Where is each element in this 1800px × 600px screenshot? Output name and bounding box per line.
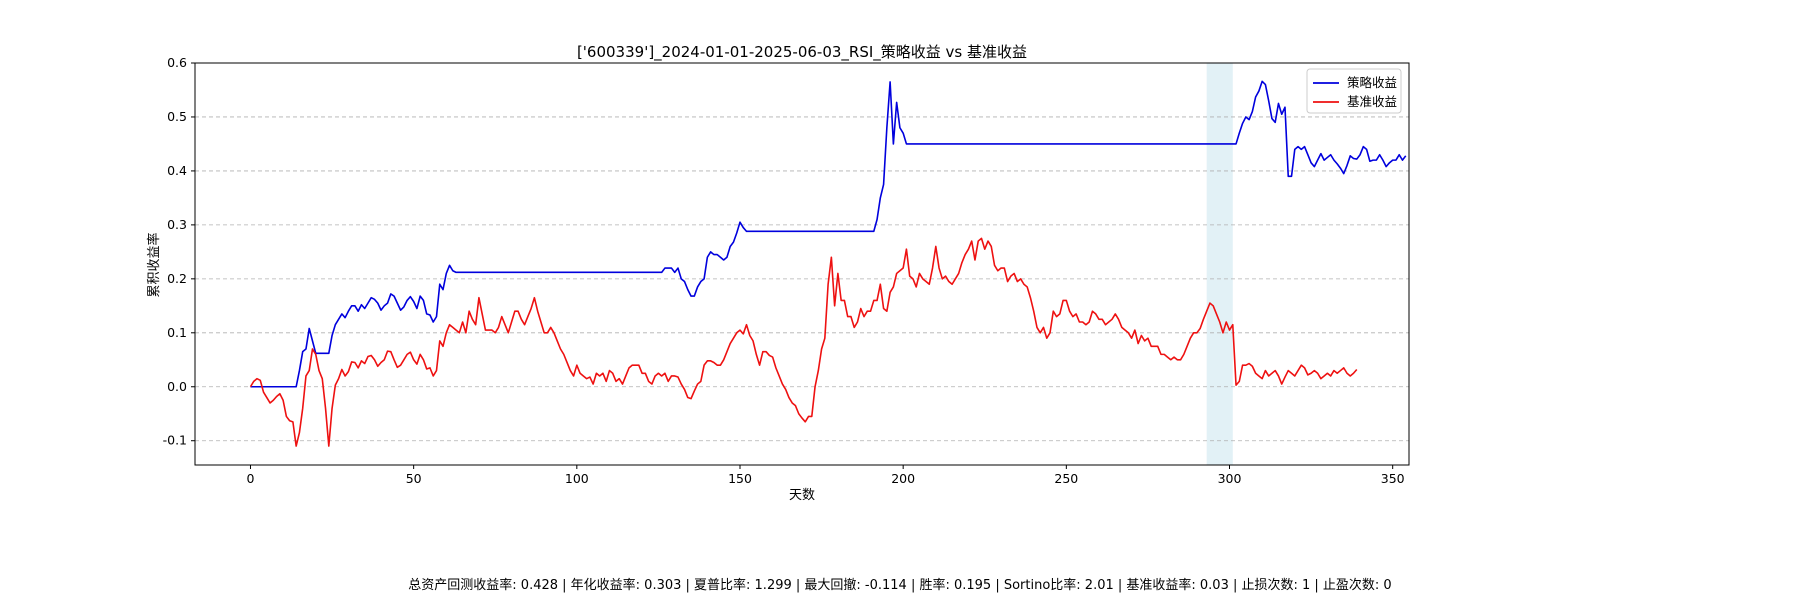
y-tick-label: 0.2 <box>167 271 187 286</box>
plot-area: 0 50 100 150 200 250 300 350 -0.1 0.0 0.1 0.2 0.3 0.… <box>163 55 1410 486</box>
plot-frame <box>194 62 1410 466</box>
x-tick-label: 100 <box>565 471 589 486</box>
y-axis-ticks: -0.1 0.0 0.1 0.2 0.3 0.4 0.5 0.6 <box>163 55 195 448</box>
y-tick-label: 0.5 <box>167 109 187 124</box>
x-tick-label: 50 <box>406 471 422 486</box>
backtest-summary: 总资产回测收益率: 0.428 | 年化收益率: 0.303 | 夏普比率: 1… <box>408 578 1392 593</box>
x-axis-ticks: 0 50 100 150 200 250 300 350 <box>247 465 1405 486</box>
highlight-span <box>1206 63 1233 465</box>
series-layer <box>249 80 1407 447</box>
x-tick-label: 250 <box>1054 471 1078 486</box>
y-tick-label: 0.0 <box>167 379 187 394</box>
y-tick-label: 0.1 <box>167 325 187 340</box>
x-tick-label: 150 <box>728 471 752 486</box>
highlight-span-layer <box>1206 63 1233 465</box>
y-tick-label: 0.4 <box>167 163 187 178</box>
chart-title: ['600339']_2024-01-01-2025-06-03_RSI_策略收… <box>577 43 1027 62</box>
strategy-return-line <box>250 80 1407 388</box>
x-tick-label: 350 <box>1381 471 1405 486</box>
y-tick-label: 0.6 <box>167 55 187 70</box>
legend-label: 策略收益 <box>1347 75 1397 90</box>
y-tick-label: -0.1 <box>163 433 187 448</box>
x-axis-label: 天数 <box>789 488 815 503</box>
x-tick-label: 0 <box>247 471 255 486</box>
y-axis-label: 累积收益率 <box>146 232 162 297</box>
legend-label: 基准收益 <box>1347 94 1397 109</box>
y-tick-label: 0.3 <box>167 217 187 232</box>
x-tick-label: 300 <box>1218 471 1242 486</box>
x-tick-label: 200 <box>891 471 915 486</box>
benchmark-return-line <box>249 237 1358 447</box>
